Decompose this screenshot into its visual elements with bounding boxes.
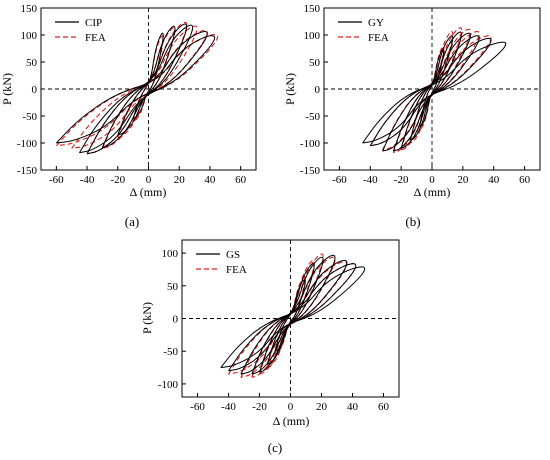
x-tick-label: -20 [110, 174, 125, 186]
series-fea-loop [101, 21, 188, 149]
y-tick-label: 100 [304, 30, 321, 42]
y-tick-label: -150 [300, 165, 321, 177]
x-tick-label: 60 [519, 174, 531, 186]
panel-a-label: (a) [125, 214, 139, 229]
panel-a-xlabel: Δ (mm) [130, 185, 167, 199]
panel-c-ylabel: P (kN) [140, 302, 154, 334]
x-tick-label: 60 [235, 174, 247, 186]
series-gs-loop [228, 263, 357, 372]
legend-label: FEA [85, 32, 106, 44]
x-tick-label: 0 [146, 174, 152, 186]
y-tick-label: 50 [309, 57, 321, 69]
legend-label: FEA [226, 264, 247, 276]
legend: GS FEA [196, 249, 247, 276]
series-cip-loop [78, 31, 208, 154]
y-tick-label: 100 [21, 30, 38, 42]
x-tick-label: -20 [252, 401, 267, 413]
y-tick-label: -100 [17, 138, 38, 150]
series-fea-loop [369, 35, 492, 147]
x-tick-label: -60 [332, 174, 347, 186]
y-tick-label: -100 [300, 138, 321, 150]
series-fea-loop [55, 34, 219, 147]
series-gy-loop [392, 32, 471, 152]
series-cip-loop [101, 23, 188, 148]
x-tick-label: -40 [80, 174, 95, 186]
series-cip-loop [132, 32, 164, 120]
series-gs-loop [240, 259, 348, 375]
x-tick-label: 20 [316, 401, 328, 413]
x-tick-label: 60 [378, 401, 390, 413]
x-tick-label: -40 [363, 174, 378, 186]
series-gs-loop [266, 263, 315, 365]
series-gy-loop [369, 37, 492, 147]
series-cip-loop [117, 25, 176, 136]
x-tick-label: 20 [174, 174, 186, 186]
plot-area [362, 27, 507, 154]
x-tick-label: 20 [457, 174, 469, 186]
series-fea-loop [71, 29, 208, 149]
y-tick-label: -150 [17, 165, 38, 177]
panel-b-ylabel: P (kN) [283, 73, 297, 105]
series-fea-loop [251, 256, 336, 378]
legend-label: GY [368, 17, 384, 29]
x-tick-label: 40 [204, 174, 216, 186]
series-fea-loop [382, 30, 480, 151]
y-tick-label: 0 [173, 314, 179, 326]
y-tick-label: 50 [167, 281, 179, 293]
series-cip-loop [86, 24, 194, 155]
y-tick-label: 0 [315, 84, 321, 96]
x-tick-label: 0 [288, 401, 294, 413]
x-tick-label: 0 [429, 174, 435, 186]
panel-b-xlabel: Δ (mm) [414, 185, 451, 199]
x-tick-label: 40 [347, 401, 359, 413]
y-tick-label: -100 [158, 379, 179, 391]
y-tick-label: 150 [304, 3, 321, 15]
y-tick-label: -50 [305, 111, 320, 123]
plot-area [220, 253, 366, 378]
series-gs-loop [251, 254, 336, 375]
panel-b: P (kN) Δ (mm) (b) -60 -40 -20 0 20 40 60 -150 -1… [283, 3, 541, 229]
y-tick-label: 50 [26, 57, 38, 69]
panel-a: P (kN) Δ (mm) (a) -60 -40 -20 0 20 40 60 -150 -1… [0, 3, 257, 229]
series-gs-loop [220, 266, 366, 369]
plot-area [55, 21, 219, 155]
x-tick-label: -60 [190, 401, 205, 413]
legend-label: GS [226, 249, 240, 261]
y-tick-label: 0 [32, 84, 38, 96]
panel-a-ylabel: P (kN) [0, 73, 14, 105]
series-cip-loop [56, 35, 216, 144]
x-tick-label: -40 [221, 401, 236, 413]
panel-c-xlabel: Δ (mm) [273, 414, 310, 428]
series-gy-loop [382, 35, 480, 152]
legend: GY FEA [338, 17, 389, 44]
legend-label: CIP [85, 17, 102, 29]
panel-b-label: (b) [405, 214, 420, 229]
legend: CIP FEA [55, 17, 106, 44]
y-tick-label: -50 [22, 111, 37, 123]
legend-label: FEA [368, 32, 389, 44]
y-tick-label: 100 [162, 248, 179, 260]
panel-c-label: (c) [268, 440, 282, 455]
series-gy-loop [362, 41, 507, 144]
x-tick-label: 40 [488, 174, 500, 186]
series-gy-loop [400, 31, 463, 149]
x-tick-label: -60 [49, 174, 64, 186]
y-tick-label: 150 [21, 3, 38, 15]
panel-c: P (kN) Δ (mm) (c) -60 -40 -20 0 20 40 60 -100 -5… [140, 239, 400, 455]
x-tick-label: -20 [394, 174, 409, 186]
y-tick-label: -50 [163, 346, 178, 358]
